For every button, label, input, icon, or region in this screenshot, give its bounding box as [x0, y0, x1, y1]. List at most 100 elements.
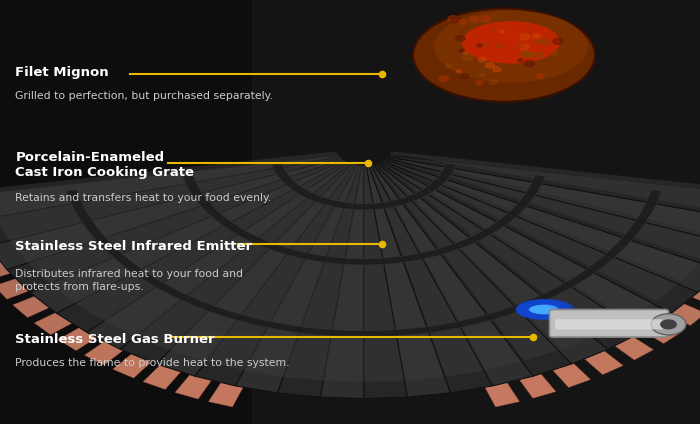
Text: Retains and transfers heat to your food evenly.: Retains and transfers heat to your food …	[15, 193, 272, 203]
Polygon shape	[47, 158, 343, 301]
Circle shape	[595, 326, 620, 341]
Circle shape	[458, 20, 467, 25]
Circle shape	[485, 62, 494, 68]
Polygon shape	[132, 162, 350, 349]
Polygon shape	[394, 176, 700, 295]
Circle shape	[477, 44, 482, 47]
Polygon shape	[387, 156, 700, 281]
Circle shape	[480, 73, 485, 76]
Polygon shape	[384, 156, 700, 246]
Polygon shape	[277, 165, 362, 397]
Circle shape	[521, 50, 529, 55]
Polygon shape	[66, 190, 662, 337]
Polygon shape	[391, 179, 685, 335]
Circle shape	[470, 16, 480, 22]
Circle shape	[553, 38, 563, 44]
Polygon shape	[380, 160, 698, 313]
Circle shape	[480, 16, 491, 22]
Polygon shape	[175, 184, 350, 399]
Polygon shape	[395, 174, 700, 273]
Circle shape	[150, 346, 176, 361]
Polygon shape	[391, 178, 700, 326]
Circle shape	[499, 30, 504, 33]
Polygon shape	[13, 177, 336, 318]
Polygon shape	[377, 185, 522, 405]
Circle shape	[439, 76, 449, 81]
Circle shape	[520, 34, 530, 40]
Polygon shape	[195, 164, 357, 386]
Polygon shape	[370, 165, 486, 377]
Ellipse shape	[530, 305, 555, 314]
Polygon shape	[376, 163, 561, 361]
Polygon shape	[203, 164, 355, 370]
Circle shape	[664, 278, 689, 293]
Circle shape	[533, 34, 540, 38]
Circle shape	[476, 81, 483, 85]
Ellipse shape	[529, 306, 551, 313]
Polygon shape	[58, 180, 340, 351]
Polygon shape	[321, 165, 364, 399]
Circle shape	[458, 49, 464, 53]
Polygon shape	[0, 172, 332, 259]
Polygon shape	[113, 182, 345, 378]
Polygon shape	[72, 181, 340, 353]
Circle shape	[445, 64, 452, 67]
Polygon shape	[0, 170, 330, 239]
Polygon shape	[389, 179, 681, 343]
Circle shape	[489, 28, 495, 31]
Circle shape	[660, 319, 677, 329]
Polygon shape	[375, 185, 519, 407]
Polygon shape	[72, 159, 345, 319]
Circle shape	[461, 74, 468, 78]
Polygon shape	[371, 164, 533, 386]
Circle shape	[632, 304, 657, 319]
Polygon shape	[209, 185, 353, 407]
Circle shape	[528, 53, 534, 56]
Polygon shape	[143, 184, 347, 390]
Circle shape	[39, 278, 64, 293]
Polygon shape	[378, 161, 671, 332]
Circle shape	[478, 57, 486, 62]
Text: Produces the flame to provide heat to the system.: Produces the flame to provide heat to th…	[15, 358, 290, 368]
Circle shape	[197, 361, 222, 377]
Polygon shape	[0, 157, 346, 270]
Polygon shape	[389, 155, 700, 260]
Polygon shape	[25, 156, 341, 281]
Polygon shape	[391, 151, 700, 213]
Circle shape	[482, 43, 487, 46]
Text: Stainless Steel Infrared Emitter: Stainless Steel Infrared Emitter	[15, 240, 253, 253]
Polygon shape	[46, 179, 338, 337]
Polygon shape	[87, 162, 351, 349]
Polygon shape	[156, 164, 356, 376]
Polygon shape	[23, 178, 336, 320]
Polygon shape	[393, 176, 700, 306]
Polygon shape	[378, 162, 596, 349]
Polygon shape	[381, 183, 591, 388]
Ellipse shape	[434, 11, 588, 83]
Circle shape	[456, 70, 461, 73]
Polygon shape	[382, 159, 700, 292]
Polygon shape	[398, 168, 700, 202]
Circle shape	[456, 36, 465, 41]
Circle shape	[489, 80, 497, 84]
Polygon shape	[101, 161, 347, 335]
Polygon shape	[282, 165, 361, 381]
Circle shape	[536, 74, 544, 78]
Polygon shape	[396, 172, 700, 263]
Polygon shape	[272, 163, 456, 210]
Circle shape	[533, 52, 544, 58]
Polygon shape	[373, 164, 525, 370]
Text: Porcelain-Enameled
Cast Iron Cooking Grate: Porcelain-Enameled Cast Iron Cooking Gra…	[15, 151, 195, 179]
Circle shape	[405, 379, 430, 395]
Polygon shape	[374, 163, 608, 364]
Ellipse shape	[516, 300, 570, 319]
Polygon shape	[385, 158, 681, 301]
Ellipse shape	[462, 21, 560, 64]
Ellipse shape	[517, 301, 563, 318]
FancyBboxPatch shape	[555, 319, 663, 329]
Polygon shape	[388, 181, 657, 352]
Polygon shape	[162, 184, 347, 393]
Circle shape	[520, 52, 531, 58]
Ellipse shape	[531, 304, 559, 315]
Polygon shape	[101, 182, 342, 368]
